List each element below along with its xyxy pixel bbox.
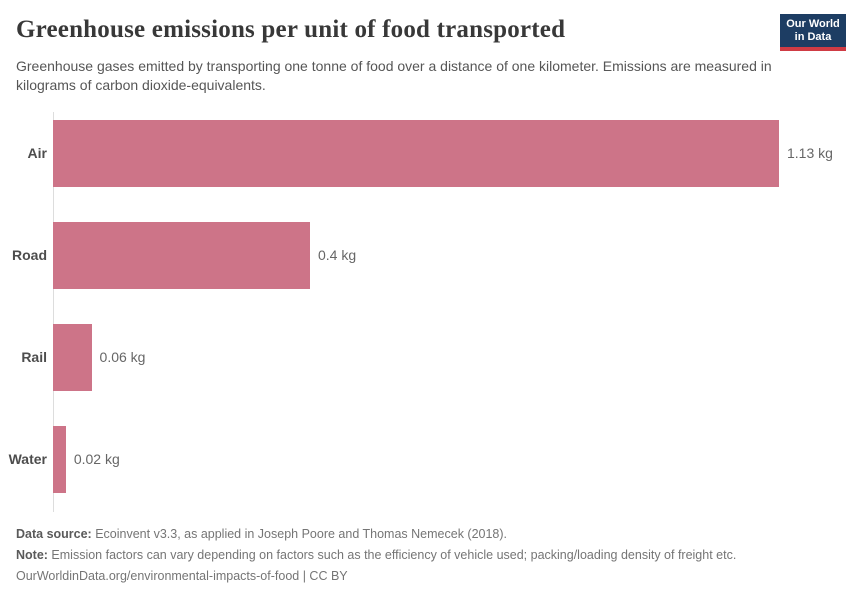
bar-row-road: Road 0.4 kg <box>0 222 850 289</box>
category-label-air: Air <box>27 145 47 161</box>
y-axis-line <box>53 112 54 512</box>
bar-row-rail: Rail 0.06 kg <box>0 324 850 391</box>
value-label-air: 1.13 kg <box>787 145 833 161</box>
owid-logo[interactable]: Our World in Data <box>780 14 846 51</box>
bar-air[interactable] <box>53 120 779 187</box>
bar-water[interactable] <box>53 426 66 493</box>
note-label: Note: <box>16 548 48 562</box>
category-label-rail: Rail <box>21 349 47 365</box>
chart-footer: Data source: Ecoinvent v3.3, as applied … <box>16 524 838 587</box>
owid-logo-line1: Our World <box>786 18 840 30</box>
chart-subtitle: Greenhouse gases emitted by transporting… <box>16 58 772 93</box>
value-label-water: 0.02 kg <box>73 451 120 467</box>
note-line: Note: Emission factors can vary dependin… <box>16 545 838 566</box>
bar-row-water: Water 0.02 kg <box>0 426 850 493</box>
category-label-road: Road <box>12 247 47 263</box>
note-text: Emission factors can vary depending on f… <box>47 548 737 562</box>
bar-rail[interactable] <box>53 324 92 391</box>
data-source-text: Ecoinvent v3.3, as applied in Joseph Poo… <box>91 527 508 541</box>
owid-logo-line2: in Data <box>794 31 832 43</box>
data-source-line: Data source: Ecoinvent v3.3, as applied … <box>16 524 838 545</box>
value-label-road: 0.4 kg <box>317 247 357 263</box>
bar-road[interactable] <box>53 222 310 289</box>
bar-chart: Air 1.13 kg Road 0.4 kg Rail 0.06 kg Water 0.02… <box>0 112 850 512</box>
license-line: OurWorldinData.org/environmental-impacts… <box>16 569 348 583</box>
data-source-label: Data source: <box>16 527 92 541</box>
page-title: Greenhouse emissions per unit of food tr… <box>16 16 566 43</box>
bar-row-air: Air 1.13 kg <box>0 120 850 187</box>
category-label-water: Water <box>8 451 47 467</box>
value-label-rail: 0.06 kg <box>99 349 146 365</box>
